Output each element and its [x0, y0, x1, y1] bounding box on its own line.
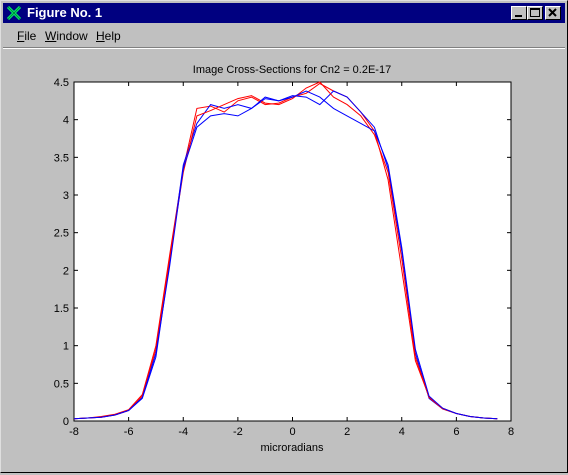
y-axis: 0 0.5 1 1.5 2 2.5 3 3.5 4 4.5 — [54, 77, 511, 428]
matlab-x-icon — [6, 5, 22, 21]
x-tick-label: 8 — [508, 426, 514, 438]
menu-help[interactable]: Help — [96, 29, 121, 43]
y-tick-label: 2.5 — [54, 228, 69, 240]
figure-canvas: Image Cross-Sections for Cn2 = 0.2E-17 m… — [3, 50, 565, 470]
series-line-3 — [73, 81, 498, 420]
x-axis: -8 -6 -4 -2 0 2 4 6 8 — [69, 82, 514, 438]
x-tick-label: -2 — [233, 426, 243, 438]
y-tick-label: 0 — [63, 416, 69, 428]
y-tick-label: 3 — [63, 190, 69, 202]
menu-file-rest: ile — [24, 29, 37, 43]
menu-help-accel: H — [96, 29, 105, 43]
menu-window[interactable]: Window — [45, 29, 88, 43]
chart-title: Image Cross-Sections for Cn2 = 0.2E-17 — [193, 64, 391, 76]
x-tick-label: 0 — [289, 426, 295, 438]
y-tick-label: 2 — [63, 265, 69, 277]
y-tick-label: 4 — [63, 115, 69, 127]
menu-bar: File Window Help — [3, 25, 565, 47]
series-line-4 — [73, 90, 498, 420]
menu-window-accel: W — [45, 29, 57, 43]
maximize-button[interactable] — [527, 6, 543, 20]
menu-window-rest: indow — [56, 29, 88, 43]
minimize-button[interactable] — [511, 6, 527, 20]
y-tick-label: 3.5 — [54, 152, 69, 164]
line-chart: Image Cross-Sections for Cn2 = 0.2E-17 m… — [54, 64, 514, 454]
x-tick-label: -6 — [124, 426, 134, 438]
x-axis-label: microradians — [261, 442, 324, 454]
y-tick-label: 0.5 — [54, 378, 69, 390]
minimize-icon — [515, 15, 522, 17]
close-icon — [548, 8, 557, 17]
y-tick-label: 1.5 — [54, 303, 69, 315]
x-tick-label: -4 — [178, 426, 188, 438]
x-tick-label: -8 — [69, 426, 79, 438]
window-title: Figure No. 1 — [27, 5, 103, 20]
close-button[interactable] — [545, 6, 561, 20]
menu-separator — [3, 47, 565, 49]
menu-help-rest: elp — [104, 29, 121, 43]
series-lines — [73, 81, 498, 420]
title-bar[interactable]: Figure No. 1 — [3, 3, 565, 23]
x-tick-label: 4 — [399, 426, 405, 438]
y-tick-label: 1 — [63, 341, 69, 353]
menu-file[interactable]: File — [17, 29, 36, 43]
x-tick-label: 2 — [344, 426, 350, 438]
menu-file-accel: F — [17, 29, 25, 43]
y-tick-label: 4.5 — [54, 77, 69, 89]
plot-area — [73, 81, 512, 422]
maximize-icon — [530, 8, 540, 17]
x-tick-label: 6 — [453, 426, 459, 438]
